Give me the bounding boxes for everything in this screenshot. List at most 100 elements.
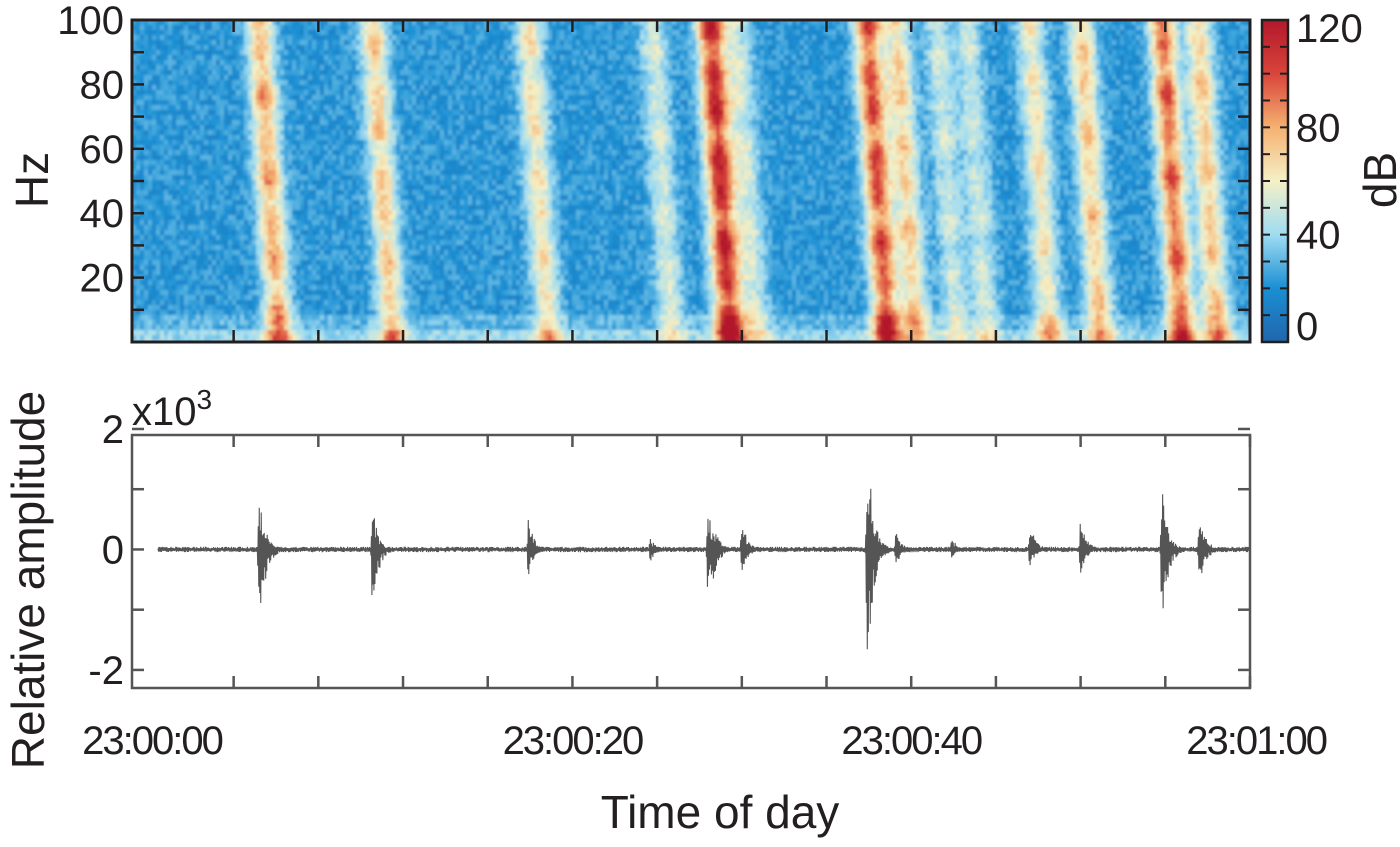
spectrogram-cell [200,30,205,36]
spectrogram-cell [212,115,217,121]
spectrogram-cell [384,290,389,296]
spectrogram-cell [388,175,393,181]
spectrogram-cell [372,195,377,201]
spectrogram-cell [424,330,429,336]
spectrogram-cell [252,130,257,136]
spectrogram-cell [248,120,253,126]
spectrogram-cell [368,335,373,341]
spectrogram-cell [272,245,277,251]
spectrogram-cell [216,90,221,96]
spectrogram-cell [264,235,269,241]
spectrogram-cell [196,130,201,136]
spectrogram-cell [352,85,357,91]
spectrogram-cell [156,315,161,321]
spectrogram-cell [148,115,153,121]
spectrogram-cell [216,145,221,151]
spectrogram-cell [188,160,193,166]
spectrogram-cell [268,320,273,326]
spectrogram-cell [328,210,333,216]
spectrogram-cell [328,315,333,321]
spectrogram-cell [388,60,393,66]
spectrogram-cell [376,60,381,66]
spectrogram-cell [256,190,261,196]
spectrogram-cell [252,65,257,71]
spectrogram-cell [224,310,229,316]
spectrogram-cell [352,275,357,281]
spectrogram-cell [164,70,169,76]
spectrogram-cell [308,190,313,196]
spectrogram-cell [304,110,309,116]
spectrogram-cell [380,140,385,146]
spectrogram-cell [332,35,337,41]
spectrogram-cell [164,230,169,236]
spectrogram-cell [328,295,333,301]
spectrogram-cell [280,75,285,81]
spectrogram-cell [424,315,429,321]
spectrogram-cell [136,90,141,96]
spectrogram-cell [376,205,381,211]
spectrogram-cell [280,200,285,206]
spectrogram-cell [140,295,145,301]
spectrogram-cell [264,85,269,91]
spectrogram-cell [268,55,273,61]
spectrogram-cell [296,75,301,81]
spectrogram-cell [152,300,157,306]
spectrogram-cell [348,65,353,71]
spectrogram-cell [316,120,321,126]
spectrogram-cell [380,160,385,166]
spectrogram-cell [336,110,341,116]
spectrogram-cell [364,175,369,181]
spectrogram-cell [408,40,413,46]
spectrogram-cell [336,225,341,231]
spectrogram-cell [216,85,221,91]
spectrogram-cell [284,315,289,321]
spectrogram-cell [428,155,433,161]
spectrogram-cell [236,40,241,46]
spectrogram-cell [176,270,181,276]
spectrogram-cell [152,45,157,51]
spectrogram-cell [384,35,389,41]
spectrogram-cell [228,50,233,56]
spectrogram-cell [340,230,345,236]
spectrogram-cell [408,90,413,96]
spectrogram-cell [180,125,185,131]
spectrogram-cell [292,190,297,196]
spectrogram-cell [292,65,297,71]
spectrogram-cell [316,280,321,286]
spectrogram-cell [224,95,229,101]
spectrogram-cell [404,210,409,216]
spectrogram-cell [176,80,181,86]
spectrogram-cell [292,85,297,91]
spectrogram-cell [320,55,325,61]
spectrogram-cell [368,320,373,326]
spectrogram-cell [252,310,257,316]
spectrogram-cell [376,225,381,231]
spectrogram-cell [368,115,373,121]
spectrogram-cell [428,45,433,51]
spectrogram-cell [236,240,241,246]
spectrogram-cell [400,60,405,66]
spectrogram-cell [324,160,329,166]
spectrogram-cell [408,235,413,241]
spectrogram-cell [428,140,433,146]
spectrogram-cell [436,110,441,116]
spectrogram-cell [420,120,425,126]
spectrogram-cell [252,255,257,261]
spectrogram-cell [164,260,169,266]
spectrogram-cell [428,40,433,46]
spectrogram-cell [224,45,229,51]
spectrogram-cell [336,235,341,241]
spectrogram-cell [420,330,425,336]
spectrogram-cell [168,210,173,216]
spectrogram-cell [396,200,401,206]
spectrogram-cell [392,245,397,251]
spectrogram-cell [216,270,221,276]
spectrogram-cell [304,80,309,86]
spectrogram-cell [432,115,437,121]
spectrogram-cell [160,60,165,66]
spectrogram-cell [160,205,165,211]
spectrogram-cell [360,90,365,96]
spectrogram-cell [364,320,369,326]
spectrogram-cell [216,215,221,221]
spectrogram-cell [248,330,253,336]
